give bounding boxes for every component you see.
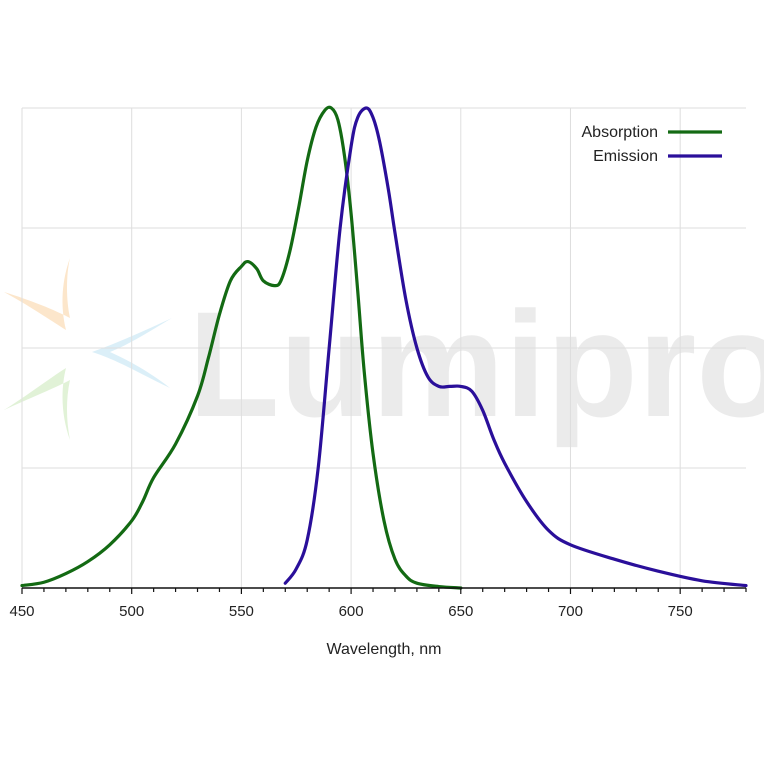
- legend-label-emission: Emission: [593, 148, 658, 165]
- legend: Absorption Emission: [582, 124, 722, 165]
- watermark-wordmark: Lumiprobe: [188, 280, 764, 448]
- grid: [21, 107, 746, 588]
- x-axis-label: Wavelength, nm: [326, 641, 441, 658]
- series-line-emission: [283, 106, 748, 588]
- watermark-petal-orange: [4, 258, 70, 330]
- x-tick-label: 600: [339, 603, 364, 620]
- watermark-petal-green: [4, 368, 70, 440]
- series-layer: [20, 105, 748, 590]
- watermark-petal-blue: [92, 318, 172, 388]
- x-tick-label: 750: [668, 603, 693, 620]
- x-tick-label: 650: [448, 603, 473, 620]
- x-tick-label: 550: [229, 603, 254, 620]
- x-tick-label: 450: [9, 603, 34, 620]
- x-tick-label: 500: [119, 603, 144, 620]
- x-tick-label: 700: [558, 603, 583, 620]
- series-line-absorption: [20, 105, 463, 590]
- lumiprobe-watermark-logo: Lumiprobe: [4, 258, 764, 448]
- legend-label-absorption: Absorption: [582, 124, 659, 141]
- x-axis: 450 500 550 600 650 700 750: [9, 587, 747, 620]
